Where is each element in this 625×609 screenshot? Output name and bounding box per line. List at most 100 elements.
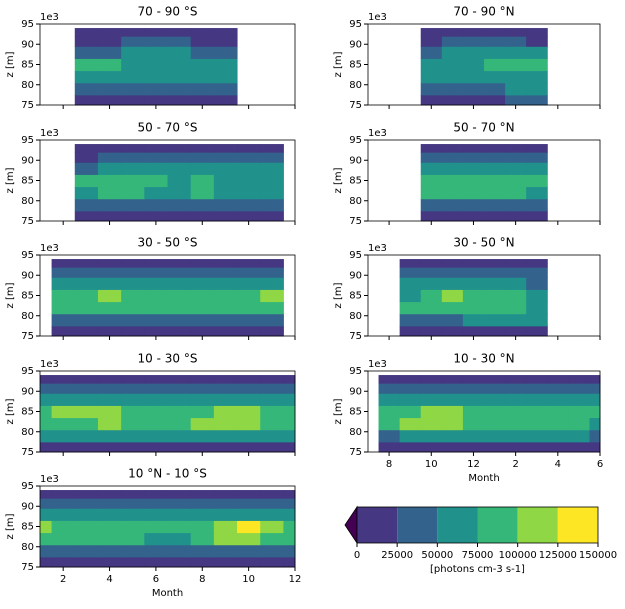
panel-title: 30 - 50 °N [453,236,514,250]
colorbar-swatch [477,507,518,543]
contour-cell [167,490,192,499]
contour-cell [420,186,443,200]
contour-cell [40,429,53,443]
contour-cell [74,210,99,222]
contour-cell [526,429,548,443]
contour-cell [121,174,145,188]
y-tick-label: 90 [349,386,362,397]
contour-cell [167,498,192,509]
contour-cell [283,508,296,521]
colorbar-swatch [557,507,598,543]
contour-cell [190,210,215,222]
contour-cell [190,28,215,37]
contour-cell [420,441,443,453]
contour-cell [144,36,168,47]
y-tick-label: 75 [21,100,34,111]
contour-cell [121,429,145,443]
contour-cell [399,405,422,419]
y-axis-label: z [m] [5,282,16,308]
y-tick-label: 95 [349,135,362,146]
contour-cell [462,198,485,212]
contour-cell [167,210,192,222]
contour-cell [144,405,168,419]
contour-cell [260,259,284,268]
contour-cell [237,198,261,212]
contour-cell [121,498,145,509]
colorbar-swatch [517,507,558,543]
y-tick-label: 85 [349,407,362,418]
contour-cell [462,313,485,327]
contour-cell [167,144,192,153]
contour-cell [526,82,548,96]
contour-cell [190,301,215,315]
contour-cell [484,174,506,188]
contour-cell [526,70,548,84]
contour-cell [190,325,215,337]
contour-cell [283,520,296,534]
contour-cell [441,82,464,96]
contour-cell [420,70,443,84]
contour-cell [260,174,284,188]
contour-cell [237,162,261,175]
contour-cell [505,28,527,37]
contour-cell [190,198,215,212]
contour-cell [399,313,422,327]
contour-cell [74,36,99,47]
contour-cell [484,162,506,175]
x-axis-label: Month [468,473,499,484]
contour-cell [97,429,122,443]
contour-cell [420,210,443,222]
contour-cell [51,520,76,534]
contour-cell [144,46,168,59]
contour-cell [213,325,238,337]
contour-cell [484,144,506,153]
contour-cell [167,198,192,212]
contour-cell [237,277,261,290]
contour-cell [51,498,76,509]
contour-cell [121,46,145,59]
contour-cell [526,36,548,47]
contour-cell [97,520,122,534]
contour-cell [505,186,527,200]
contour-cell [420,289,443,303]
contour-cell [260,498,284,509]
contour-cell [213,405,238,419]
y-tick-label: 85 [21,176,34,187]
contour-cell [547,405,569,419]
contour-cell [121,313,145,327]
colorbar-tick-label: 100000 [499,550,537,561]
contour-cell [420,46,443,59]
contour-cell [74,144,99,153]
x-tick-label: 2 [512,459,518,470]
contour-cell [51,393,76,406]
contour-cell [526,441,548,453]
y-axis-label: z [m] [5,398,16,424]
contour-cell [74,383,99,394]
contour-cell [399,393,422,406]
x-axis-label: Month [152,588,183,599]
contour-cell [121,544,145,558]
contour-cell [213,532,238,546]
contour-cell [484,36,506,47]
contour-cell [399,383,422,394]
contour-cell [190,152,215,163]
contour-cell [462,82,485,96]
contour-cell [167,301,192,315]
contour-cell [190,313,215,327]
contour-cell [526,174,548,188]
contour-cell [484,405,506,419]
contour-cell [484,58,506,72]
contour-cell [190,556,215,568]
contour-cell [213,152,238,163]
contour-cell [74,325,99,337]
contour-cell [74,267,99,278]
contour-cell [213,277,238,290]
contour-cell [40,544,53,558]
contour-cell [283,393,296,406]
contour-cell [283,441,296,453]
contour-cell [283,375,296,384]
contour-cell [283,544,296,558]
contour-cell [121,393,145,406]
y-axis-label: z [m] [333,282,344,308]
contour-cell [484,267,506,278]
